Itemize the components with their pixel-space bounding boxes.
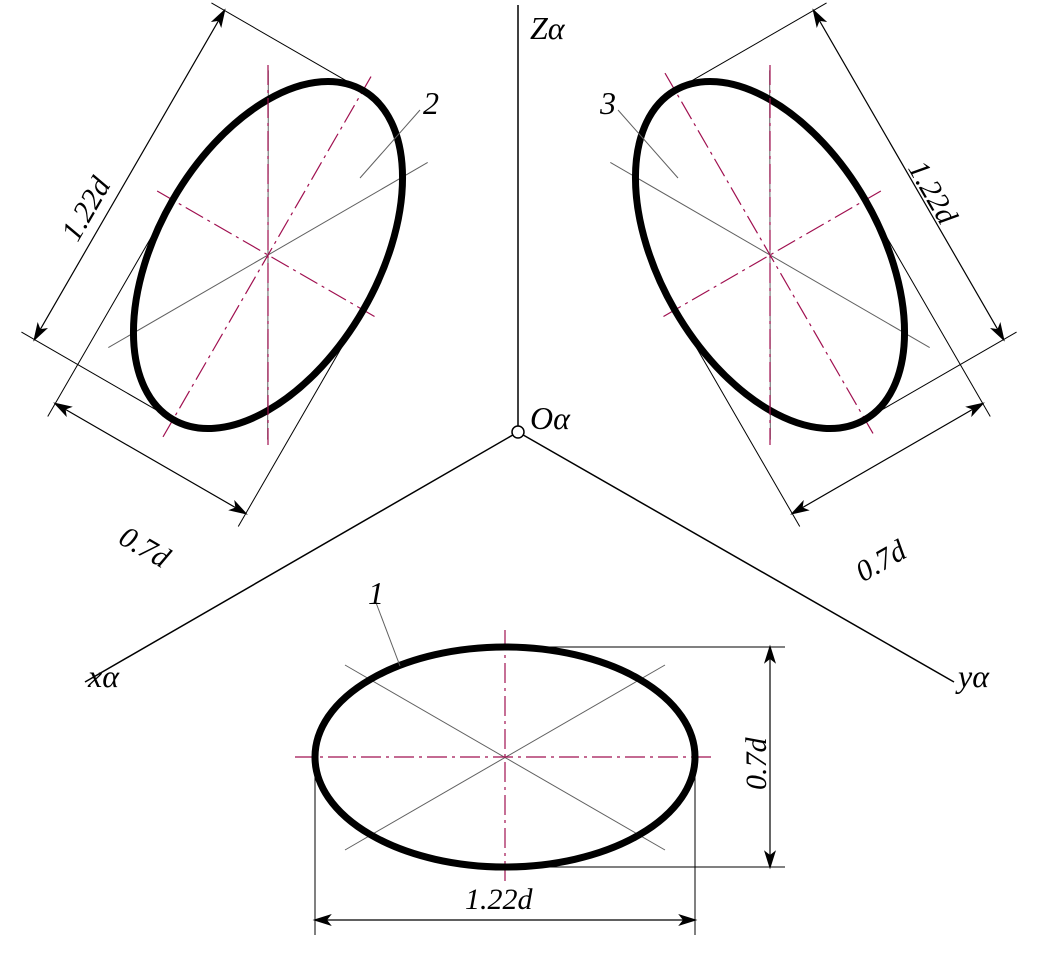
callout-3: 3 <box>600 85 616 122</box>
ext-line <box>211 3 350 83</box>
axes <box>85 5 954 682</box>
ellipse-1-bottom <box>295 600 785 935</box>
ellipse-3-right <box>554 0 1046 536</box>
y-axis-label: yα <box>958 658 989 695</box>
dim-major-1: 1.22d <box>465 883 533 917</box>
ext-line <box>682 323 800 527</box>
z-axis-label: Zα <box>530 10 565 47</box>
callout-2: 2 <box>423 85 439 122</box>
callout-1: 1 <box>368 575 384 612</box>
diagram-canvas <box>0 0 1049 953</box>
ellipse-2-left <box>0 0 484 536</box>
origin-marker <box>512 426 524 438</box>
dim-line-major <box>34 10 224 339</box>
dim-line-minor <box>55 404 246 514</box>
x-axis-label: xα <box>88 658 119 695</box>
ext-line <box>238 323 356 527</box>
dim-minor-1: 0.7d <box>740 738 774 791</box>
origin-label: Oα <box>530 400 570 437</box>
dim-line-minor <box>792 404 983 514</box>
ext-line <box>688 3 827 83</box>
